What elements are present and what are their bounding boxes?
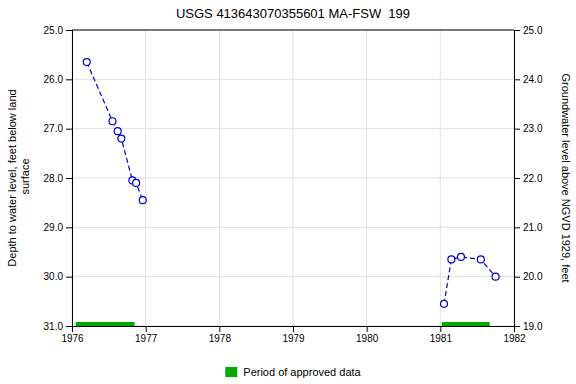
- tick-label: 28.0: [44, 173, 64, 184]
- series-line: [87, 62, 143, 200]
- point: [492, 273, 499, 280]
- tick: 1978: [209, 326, 232, 344]
- tick: 1977: [135, 326, 158, 344]
- tick-label: 1980: [356, 333, 379, 344]
- tick-label: 1977: [135, 333, 158, 344]
- tick-mark: [66, 79, 72, 80]
- tick-mark: [219, 326, 220, 332]
- point: [139, 197, 146, 204]
- tick: 26.0: [44, 74, 72, 85]
- tick: 25.0: [514, 25, 543, 36]
- tick: 22.0: [514, 173, 543, 184]
- period-bar: [442, 322, 490, 326]
- y-axis-title: Depth to water level, feet below land su…: [6, 89, 31, 266]
- tick: 1980: [356, 326, 379, 344]
- tick: 19.0: [514, 321, 543, 332]
- tick: 1976: [61, 326, 84, 344]
- legend-swatch: [225, 367, 237, 377]
- tick-mark: [146, 326, 147, 332]
- tick-label: 25.0: [44, 25, 64, 36]
- x-axis: 1976 1977 1978 1979 1980 1981 1982: [61, 326, 526, 344]
- tick-mark: [514, 178, 520, 179]
- tick: 1981: [430, 326, 453, 344]
- grid-line: [72, 227, 514, 228]
- point: [118, 135, 125, 142]
- tick: 20.0: [514, 271, 543, 282]
- tick-mark: [514, 79, 520, 80]
- y2-axis-title: Groundwater level above NGVD 1929, feet: [560, 73, 572, 282]
- tick-label: 27.0: [44, 123, 64, 134]
- tick-label: 1978: [209, 333, 232, 344]
- tick: 23.0: [514, 123, 543, 134]
- tick-mark: [440, 326, 441, 332]
- point: [83, 59, 90, 66]
- frame-line: [72, 30, 514, 31]
- axis-line: [66, 31, 73, 327]
- tick: 30.0: [44, 271, 72, 282]
- tick-mark: [66, 30, 72, 31]
- legend: Period of approved data: [225, 366, 361, 378]
- tick: 1979: [282, 326, 305, 344]
- axis-line: [73, 327, 515, 333]
- tick-label: 1976: [61, 333, 84, 344]
- tick-mark: [514, 326, 520, 327]
- legend-label: Period of approved data: [243, 366, 361, 378]
- tick-label: 23.0: [523, 123, 543, 134]
- point: [109, 118, 116, 125]
- tick-mark: [514, 129, 520, 130]
- period-bar: [76, 322, 135, 326]
- tick: 25.0: [44, 25, 72, 36]
- tick-mark: [514, 30, 520, 31]
- marks: [76, 59, 499, 326]
- tick-mark: [66, 178, 72, 179]
- point: [133, 179, 140, 186]
- tick: 21.0: [514, 222, 543, 233]
- grid-line: [72, 30, 514, 31]
- tick-mark: [66, 277, 72, 278]
- tick: 29.0: [44, 222, 72, 233]
- point: [448, 256, 455, 263]
- grid-line: [72, 178, 514, 179]
- grid-line: [72, 79, 514, 80]
- tick-mark: [367, 326, 368, 332]
- y2-axis: 25.0 24.0 23.0 22.0 21.0 20.0 19.0: [514, 25, 543, 332]
- tick-label: 26.0: [44, 74, 64, 85]
- tick: 24.0: [514, 74, 543, 85]
- grid-line: [72, 276, 514, 277]
- grid-line: [72, 128, 514, 129]
- tick: 27.0: [44, 123, 72, 134]
- tick-label: 29.0: [44, 222, 64, 233]
- point: [114, 128, 121, 135]
- tick-label: 21.0: [523, 222, 543, 233]
- axis-line: [515, 31, 521, 327]
- y-axis: 25.0 26.0 27.0 28.0 29.0 30.0 31.0: [44, 25, 73, 332]
- tick-mark: [514, 227, 520, 228]
- tick-label: 20.0: [523, 271, 543, 282]
- point: [457, 253, 464, 260]
- tick-label: 1982: [503, 333, 526, 344]
- tick-mark: [66, 227, 72, 228]
- tick: 28.0: [44, 173, 72, 184]
- chart: 1976 1977 1978 1979 1980 1981 1982 25.0 26.0 27.0…: [0, 0, 576, 384]
- tick-mark: [66, 129, 72, 130]
- point: [441, 300, 448, 307]
- tick-label: 19.0: [523, 321, 543, 332]
- tick-label: 25.0: [523, 25, 543, 36]
- plot-area: 1976 1977 1978 1979 1980 1981 1982 25.0 26.0 27.0…: [44, 25, 543, 344]
- tick-label: 24.0: [523, 74, 543, 85]
- grid: [72, 30, 514, 326]
- series-line: [444, 257, 496, 304]
- tick-label: 22.0: [523, 173, 543, 184]
- tick: 31.0: [44, 321, 72, 332]
- tick-label: 1981: [430, 333, 453, 344]
- tick-mark: [66, 326, 72, 327]
- tick-label: 30.0: [44, 271, 64, 282]
- tick-mark: [293, 326, 294, 332]
- point: [477, 256, 484, 263]
- tick-label: 1979: [282, 333, 305, 344]
- title: USGS 413643070355601 MA-FSW 199: [176, 6, 410, 21]
- tick-mark: [514, 277, 520, 278]
- tick-label: 31.0: [44, 321, 64, 332]
